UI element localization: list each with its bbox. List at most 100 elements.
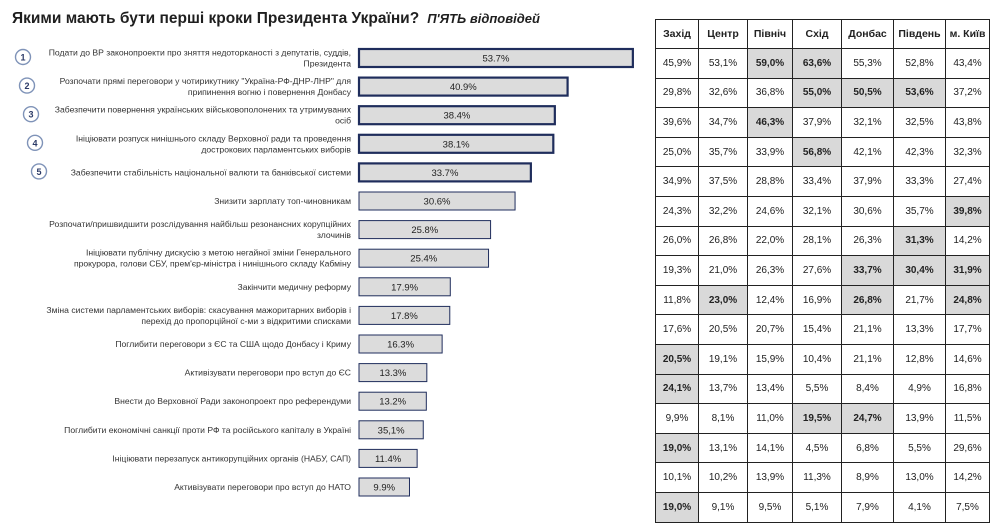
table-cell: 8,1% — [698, 403, 748, 434]
table-cell: 34,9% — [655, 166, 699, 197]
category-label: перехід до пропорційної с-ми з відкритим… — [141, 316, 351, 326]
table-cell: 5,5% — [893, 432, 946, 464]
table-cell: 32,1% — [792, 195, 842, 227]
category-label: Забезпечити повернення українських війсь… — [55, 105, 352, 115]
table-column-header: Південь — [893, 19, 946, 49]
bar — [358, 334, 443, 354]
table-cell: 14,1% — [747, 432, 793, 464]
table-cell: 22,0% — [747, 225, 793, 257]
table-cell: 10,4% — [792, 343, 842, 375]
table-cell: 21,0% — [698, 255, 748, 286]
table-cell: 55,0% — [792, 77, 842, 109]
table-cell: 29,6% — [945, 432, 990, 464]
table-cell: 31,3% — [893, 225, 946, 257]
rank-badge — [14, 48, 32, 66]
table-cell: 21,7% — [893, 284, 946, 316]
bar-value-label: 16.3% — [387, 340, 414, 351]
category-label: Ініціювати розпуск нинішнього складу Вер… — [76, 133, 351, 143]
category-label: прокурора, голови СБУ, прем'єр-міністра … — [74, 259, 352, 269]
table-row: 25,0% 35,7% 33,9% 56,8% 42,1% 42,3% 32,3% — [655, 136, 990, 168]
table-cell: 33,9% — [747, 136, 793, 168]
table-cell: 13,7% — [698, 373, 748, 405]
table-row: 34,9% 37,5% 28,8% 33,4% 37,9% 33,3% 27,4% — [655, 166, 990, 197]
table-cell: 12,8% — [893, 343, 946, 375]
table-cell: 9,5% — [747, 491, 793, 523]
table-cell: 24,6% — [747, 195, 793, 227]
table-row: 9,9% 8,1% 11,0% 19,5% 24,7% 13,9% 11,5% — [655, 403, 990, 434]
rank-badge-number: 4 — [32, 138, 37, 148]
table-cell: 13,0% — [893, 462, 946, 493]
table-cell: 16,8% — [945, 373, 990, 405]
table-cell: 19,3% — [655, 255, 699, 286]
table-cell: 8,9% — [841, 462, 894, 493]
table-cell: 29,8% — [655, 77, 699, 109]
table-cell: 26,8% — [698, 225, 748, 257]
bar — [358, 420, 424, 440]
table-row: 17,6% 20,5% 20,7% 15,4% 21,1% 13,3% 17,7% — [655, 314, 990, 345]
rank-badge — [26, 134, 44, 152]
table-row: 45,9% 53,1% 59,0% 63,6% 55,3% 52,8% 43,4% — [655, 48, 990, 79]
category-label: Президента — [304, 59, 352, 69]
table-cell: 63,6% — [792, 48, 842, 79]
category-label: припинення вогню і повернення Донбасу — [188, 87, 352, 97]
category-label: Розпочати/пришвидшити розслідування найб… — [49, 219, 352, 229]
chart-title: Якими мають бути перші кроки Президента … — [12, 10, 540, 28]
table-row: 26,0% 26,8% 22,0% 28,1% 26,3% 31,3% 14,2% — [655, 225, 990, 257]
bar — [358, 191, 516, 211]
table-cell: 8,4% — [841, 373, 894, 405]
table-cell: 15,9% — [747, 343, 793, 375]
table-cell: 43,4% — [945, 48, 990, 79]
table-cell: 17,6% — [655, 314, 699, 345]
bar-value-label: 35,1% — [378, 425, 405, 436]
table-cell: 35,7% — [893, 195, 946, 227]
table-cell: 17,7% — [945, 314, 990, 345]
chart-title-main: Якими мають бути перші кроки Президента … — [12, 10, 420, 27]
table-cell: 7,5% — [945, 491, 990, 523]
bar — [357, 162, 532, 183]
bar — [358, 248, 490, 268]
table-cell: 59,0% — [747, 48, 793, 79]
rank-badge-number: 5 — [36, 167, 41, 177]
bar — [358, 391, 427, 411]
rank-badge-number: 1 — [20, 53, 25, 63]
table-cell: 13,9% — [747, 462, 793, 493]
rank-badge-number: 3 — [28, 110, 33, 120]
table-cell: 26,3% — [747, 255, 793, 286]
table-cell: 24,1% — [655, 373, 699, 405]
category-label: осіб — [335, 116, 351, 126]
table-cell: 24,8% — [945, 284, 990, 316]
table-column-header: Захід — [655, 19, 699, 49]
table-cell: 11,5% — [945, 403, 990, 434]
table-cell: 6,8% — [841, 432, 894, 464]
bar-value-label: 53.7% — [482, 54, 509, 65]
table-row: 11,8% 23,0% 12,4% 16,9% 26,8% 21,7% 24,8% — [655, 284, 990, 316]
table-cell: 56,8% — [792, 136, 842, 168]
table-cell: 34,7% — [698, 107, 748, 138]
table-cell: 39,8% — [945, 195, 990, 227]
table-row: 20,5% 19,1% 15,9% 10,4% 21,1% 12,8% 14,6% — [655, 343, 990, 375]
rank-badge — [30, 163, 48, 180]
bar-value-label: 40.9% — [450, 82, 477, 93]
table-row: 10,1% 10,2% 13,9% 11,3% 8,9% 13,0% 14,2% — [655, 462, 990, 493]
table-cell: 33,4% — [792, 166, 842, 197]
table-cell: 24,3% — [655, 195, 699, 227]
table-cell: 9,1% — [698, 491, 748, 523]
table-cell: 14,2% — [945, 225, 990, 257]
table-cell: 32,6% — [698, 77, 748, 109]
bar-value-label: 25.8% — [411, 225, 438, 236]
chart-subtitle: П'ЯТЬ відповідей — [427, 11, 540, 26]
table-column-header: Північ — [747, 19, 793, 49]
bar — [358, 305, 451, 325]
table-column-header: Донбас — [841, 19, 894, 49]
bar-value-label: 13.3% — [379, 368, 406, 379]
table-cell: 28,1% — [792, 225, 842, 257]
table-cell: 27,4% — [945, 166, 990, 197]
table-cell: 33,3% — [893, 166, 946, 197]
category-label: дострокових парламентських виборів — [201, 144, 351, 154]
rank-badge — [22, 105, 40, 123]
table-cell: 37,2% — [945, 77, 990, 109]
table-cell: 46,3% — [747, 107, 793, 138]
bar — [358, 277, 451, 297]
category-label: Активізувати переговори про вступ до НАТ… — [174, 482, 351, 492]
bar-value-label: 9.9% — [373, 483, 395, 494]
